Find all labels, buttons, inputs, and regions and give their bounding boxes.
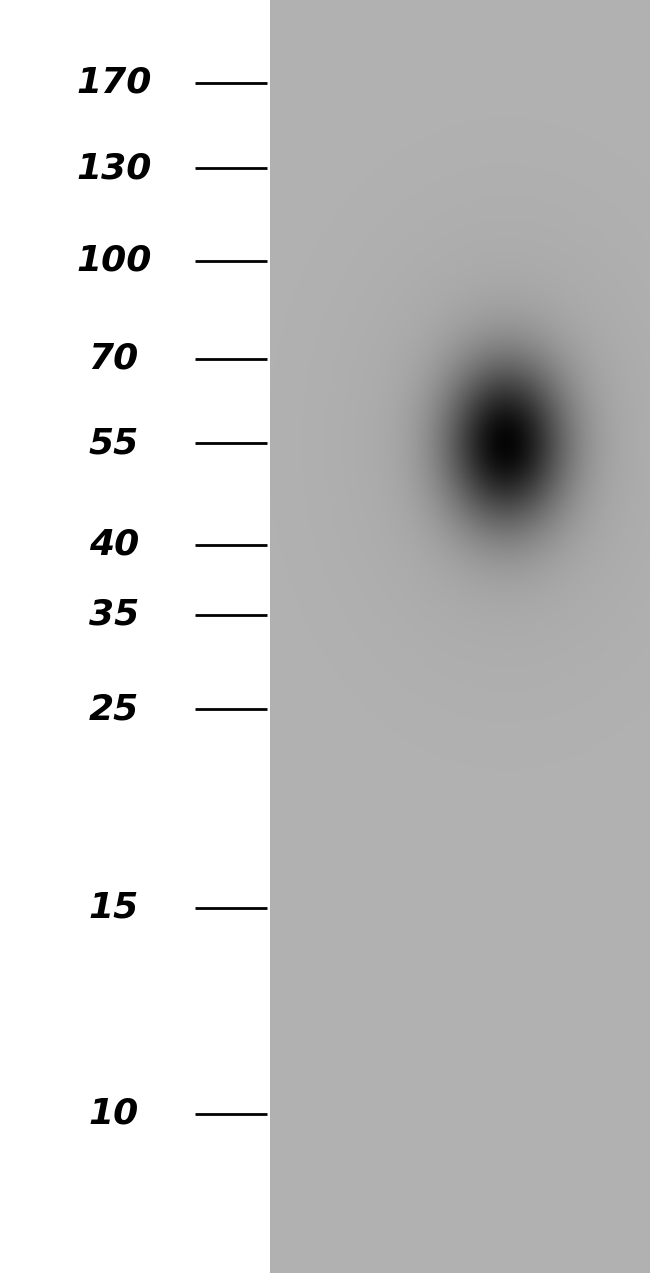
Text: 170: 170 (76, 66, 151, 99)
Text: 25: 25 (88, 693, 139, 726)
Text: 130: 130 (76, 151, 151, 185)
Text: 10: 10 (88, 1097, 139, 1130)
Text: 35: 35 (88, 598, 139, 631)
Text: 70: 70 (88, 342, 139, 376)
Text: 15: 15 (88, 891, 139, 924)
Text: 40: 40 (88, 528, 139, 561)
Text: 100: 100 (76, 244, 151, 278)
Text: 55: 55 (88, 426, 139, 460)
Bar (0, 0, 270, 1273)
